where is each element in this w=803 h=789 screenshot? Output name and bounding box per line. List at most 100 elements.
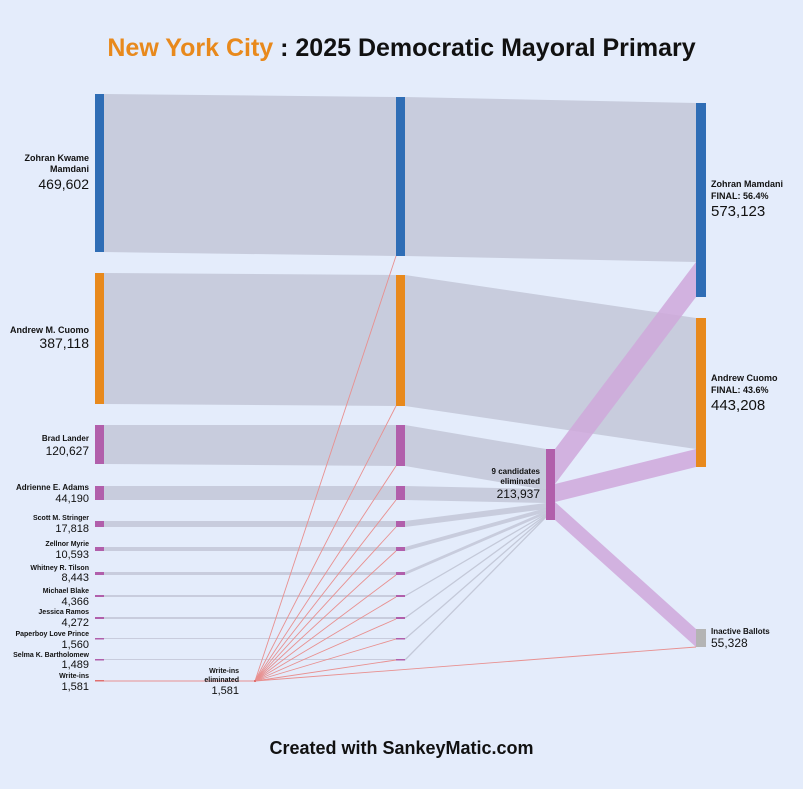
flow-blake-r1 <box>104 595 396 597</box>
title-text: 2025 Democratic Mayoral Primary <box>295 34 696 62</box>
label-final-mamdani-votes: 573,123 <box>711 203 765 220</box>
label-final-inactive-name: Inactive Ballots <box>711 627 770 636</box>
node-myrie-r2 <box>396 547 405 551</box>
writein-flow <box>254 638 397 682</box>
label-nine-eliminated-votes: 213,937 <box>497 487 541 501</box>
node-prince-r2 <box>396 638 405 640</box>
flow-prince-r1 <box>104 638 396 639</box>
label-stringer-name: Scott M. Stringer <box>33 515 89 522</box>
label-final-cuomo-name: Andrew Cuomo <box>711 373 778 383</box>
writein-flow <box>254 550 397 682</box>
label-writeins-eliminated: Write-ins <box>209 668 239 675</box>
label-blake-name: Michael Blake <box>43 588 89 595</box>
flow-bartholomew-r1 <box>104 659 396 660</box>
label-final-cuomo-votes: 443,208 <box>711 397 765 414</box>
label-bartholomew-name: Selma K. Bartholomew <box>13 652 89 659</box>
flows-round2 <box>405 97 696 575</box>
label-writeins-votes: 1,581 <box>61 681 89 693</box>
node-writeins-eliminated <box>254 680 256 682</box>
flow-myrie-r1 <box>104 547 396 551</box>
label-mamdani-name: Zohran Kwame <box>24 153 89 163</box>
node-lander-r1 <box>95 425 104 464</box>
flow-stringer-r1 <box>104 521 396 527</box>
label-writeins-eliminated-votes: 1,581 <box>211 685 239 697</box>
labels-col1: Zohran Kwame Mamdani 469,602 Andrew M. C… <box>10 153 90 693</box>
label-final-inactive-votes: 55,328 <box>711 636 748 650</box>
label-adams-votes: 44,190 <box>55 493 89 505</box>
node-mamdani-r1 <box>95 94 104 252</box>
flow-myrie-elim <box>405 508 546 551</box>
label-prince-name: Paperboy Love Prince <box>15 631 89 638</box>
label-nine-eliminated: eliminated <box>500 477 540 486</box>
label-tilson-name: Whitney R. Tilson <box>30 565 89 572</box>
flow-ramos-elim <box>404 514 547 619</box>
label-final-cuomo-pct: FINAL: 43.6% <box>711 385 769 395</box>
node-ramos-r1 <box>95 617 104 619</box>
flow-mamdani-r1 <box>104 94 396 256</box>
node-adams-r1 <box>95 486 104 500</box>
node-myrie-r1 <box>95 547 104 551</box>
label-lander-name: Brad Lander <box>42 434 89 443</box>
flow-adams-elim <box>405 486 546 503</box>
label-tilson-votes: 8,443 <box>61 572 89 584</box>
node-nine-eliminated <box>546 449 555 520</box>
label-lander-votes: 120,627 <box>46 444 90 458</box>
label-ramos-votes: 4,272 <box>61 617 89 629</box>
writein-flow <box>254 646 697 682</box>
flow-bartholomew-elim <box>404 516 547 661</box>
node-bartholomew-r1 <box>95 659 104 661</box>
node-inactive <box>696 629 706 647</box>
flows-small-elim <box>404 513 547 661</box>
nodes-col1 <box>95 94 104 682</box>
writein-flow <box>254 526 397 682</box>
flow-cuomo-r1 <box>104 273 396 406</box>
flow-blake-elim <box>404 513 547 597</box>
node-writeins-r1 <box>95 680 104 682</box>
label-myrie-votes: 10,593 <box>55 549 89 561</box>
flow-adams-r1 <box>104 486 396 500</box>
label-stringer-votes: 17,818 <box>55 523 89 535</box>
writein-flow <box>254 574 397 682</box>
label-blake-votes: 4,366 <box>61 596 89 608</box>
label-final-mamdani-name: Zohran Mamdani <box>711 179 783 189</box>
transfer-to-mamdani <box>555 262 696 484</box>
flow-lander-r1 <box>104 425 396 466</box>
label-myrie-name: Zellnor Myrie <box>45 541 89 548</box>
node-stringer-r1 <box>95 521 104 527</box>
writein-flows <box>104 255 697 682</box>
label-mamdani-name: Mamdani <box>50 164 89 174</box>
node-mamdani-r2 <box>396 97 405 256</box>
label-nine-eliminated: 9 candidates <box>492 467 541 476</box>
label-bartholomew-votes: 1,489 <box>61 659 89 671</box>
node-adams-r2 <box>396 486 405 500</box>
node-lander-r2 <box>396 425 405 466</box>
label-cuomo-votes: 387,118 <box>39 335 89 351</box>
writein-flow <box>254 465 397 682</box>
flow-prince-elim <box>404 515 547 640</box>
label-prince-votes: 1,560 <box>61 639 89 651</box>
flows-round1 <box>104 94 396 660</box>
node-stringer-r2 <box>396 521 405 527</box>
labels-final: Zohran Mamdani FINAL: 56.4% 573,123 Andr… <box>711 179 783 650</box>
writein-flow <box>254 618 397 682</box>
node-tilson-r2 <box>396 572 405 575</box>
flow-stringer-elim <box>405 503 546 527</box>
label-adams-name: Adrienne E. Adams <box>16 483 90 492</box>
label-ramos-name: Jessica Ramos <box>38 609 89 616</box>
writein-flow <box>254 596 397 682</box>
writein-flow <box>254 255 397 682</box>
flow-lander-elim <box>405 425 546 490</box>
node-prince-r1 <box>95 638 104 640</box>
node-cuomo-r1 <box>95 273 104 404</box>
flow-mamdani-final <box>405 97 696 262</box>
flow-cuomo-final <box>405 275 696 449</box>
node-mamdani-final <box>696 103 706 297</box>
chart-title: New York City : 2025 Democratic Mayoral … <box>0 34 803 63</box>
flows-transfer <box>555 262 696 647</box>
writein-flow <box>254 405 397 682</box>
flow-tilson-r1 <box>104 572 396 575</box>
node-blake-r1 <box>95 595 104 597</box>
flow-ramos-r1 <box>104 617 396 619</box>
title-separator: : <box>273 34 296 62</box>
